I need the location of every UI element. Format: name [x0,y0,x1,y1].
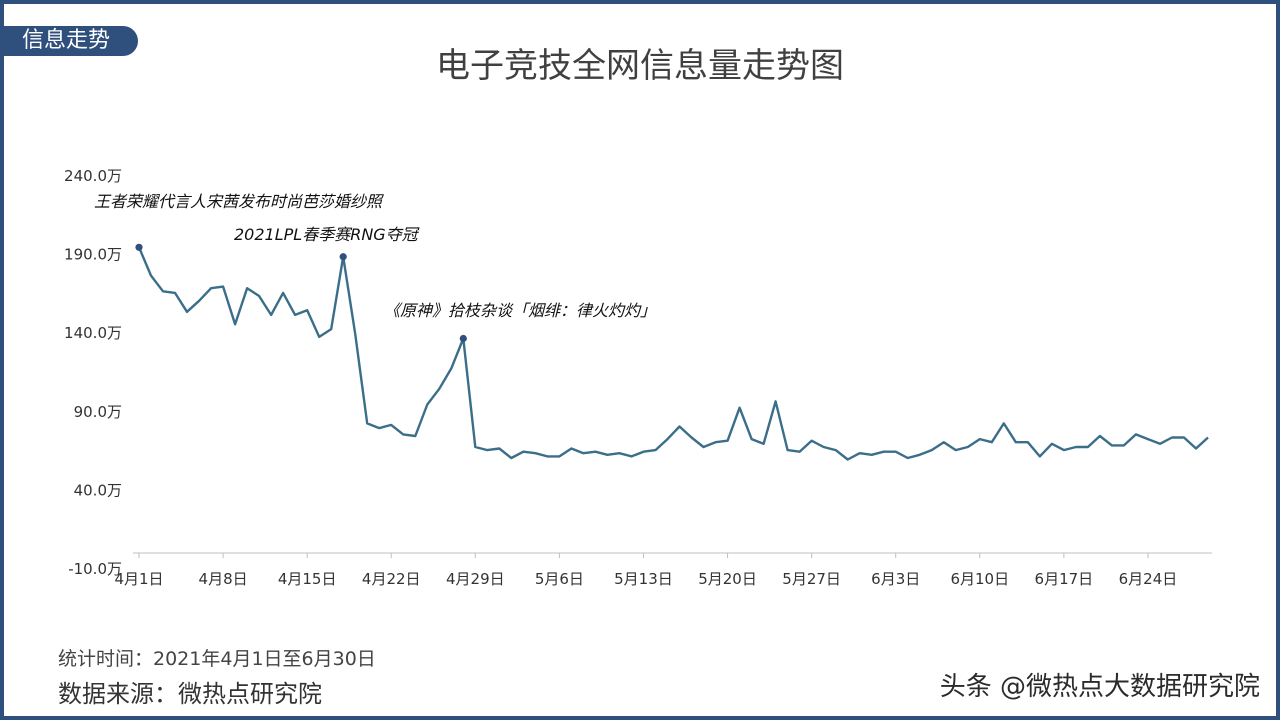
x-tick-label: 4月15日 [278,570,337,588]
y-tick-label: 40.0万 [74,481,122,499]
x-tick-label: 5月20日 [698,570,757,588]
y-tick-label: -10.0万 [68,560,122,578]
y-tick-label: 240.0万 [64,167,122,185]
x-axis-ticks [138,553,1149,558]
x-tick-label: 5月6日 [535,570,584,588]
watermark: 头条 @微热点大数据研究院 [939,672,1260,702]
annotation-3: 《原神》拾枝杂谈「烟绯：律火灼灼」 [384,301,656,320]
peak-marker [339,253,347,261]
x-tick-label: 4月1日 [114,570,163,588]
x-axis-labels: 4月1日 4月8日 4月15日 4月22日 4月29日 5月6日 5月13日 5月20日 5月2… [114,570,1177,588]
point-markers [135,243,467,343]
x-tick-label: 4月22日 [362,570,421,588]
x-tick-label: 6月10日 [950,570,1009,588]
peak-marker [135,243,143,251]
x-tick-label: 4月29日 [446,570,505,588]
peak-marker [459,334,467,343]
series-line [137,246,1209,461]
section-tag: 信息走势 [4,26,138,56]
y-tick-label: 140.0万 [64,324,122,342]
footer-source: 数据来源：微热点研究院 [58,680,322,708]
x-tick-label: 5月27日 [782,570,841,588]
annotation-1: 王者荣耀代言人宋茜发布时尚芭莎婚纱照 [94,192,384,211]
x-tick-label: 6月17日 [1035,570,1094,588]
y-tick-label: 90.0万 [74,403,122,421]
x-tick-label: 5月13日 [614,570,673,588]
x-tick-label: 4月8日 [199,570,248,588]
footer-period: 统计时间：2021年4月1日至6月30日 [58,648,376,670]
x-tick-label: 6月3日 [871,570,920,588]
y-axis-labels: 240.0万 190.0万 140.0万 90.0万 40.0万 -10.0万 [64,167,122,578]
x-tick-label: 6月24日 [1119,570,1178,588]
chart-title: 电子竞技全网信息量走势图 [436,46,844,86]
y-tick-label: 190.0万 [64,246,122,264]
annotation-2: 2021LPL春季赛RNG夺冠 [234,225,420,244]
